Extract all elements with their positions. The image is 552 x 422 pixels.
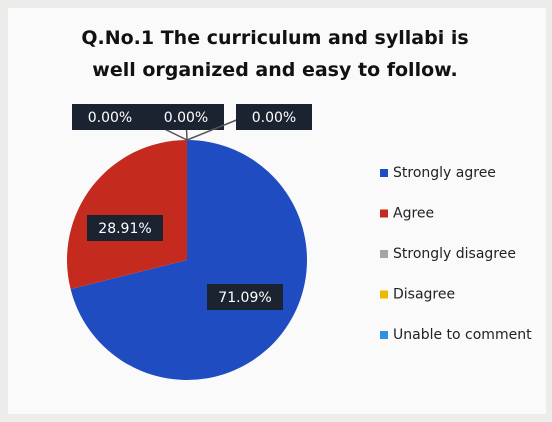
pie-slice (70, 140, 308, 380)
data-label-box (207, 284, 283, 310)
data-label: 0.00% (88, 110, 132, 126)
data-label: 0.00% (252, 110, 296, 126)
legend-swatch (380, 209, 388, 218)
legend-label: Agree (393, 206, 434, 222)
legend-label: Strongly agree (393, 165, 496, 181)
legend-label: Strongly disagree (393, 246, 516, 262)
leader-line (186, 116, 245, 141)
legend-swatch (380, 331, 388, 339)
data-label-box (72, 104, 148, 130)
pie-slice (67, 140, 187, 290)
legend-swatch (380, 169, 388, 177)
data-label-box (87, 215, 163, 241)
data-label-box (236, 104, 312, 130)
legend-label: Unable to comment (393, 327, 532, 343)
chart-title: Q.No.1 The curriculum and syllabi is wel… (81, 27, 469, 81)
data-label: 28.91% (98, 221, 151, 237)
legend-swatch (380, 250, 388, 258)
legend-swatch (380, 290, 388, 299)
data-label: 0.00% (164, 110, 208, 126)
data-label: 71.09% (218, 290, 271, 306)
legend-label: Disagree (393, 287, 455, 303)
data-label-box (148, 104, 224, 130)
